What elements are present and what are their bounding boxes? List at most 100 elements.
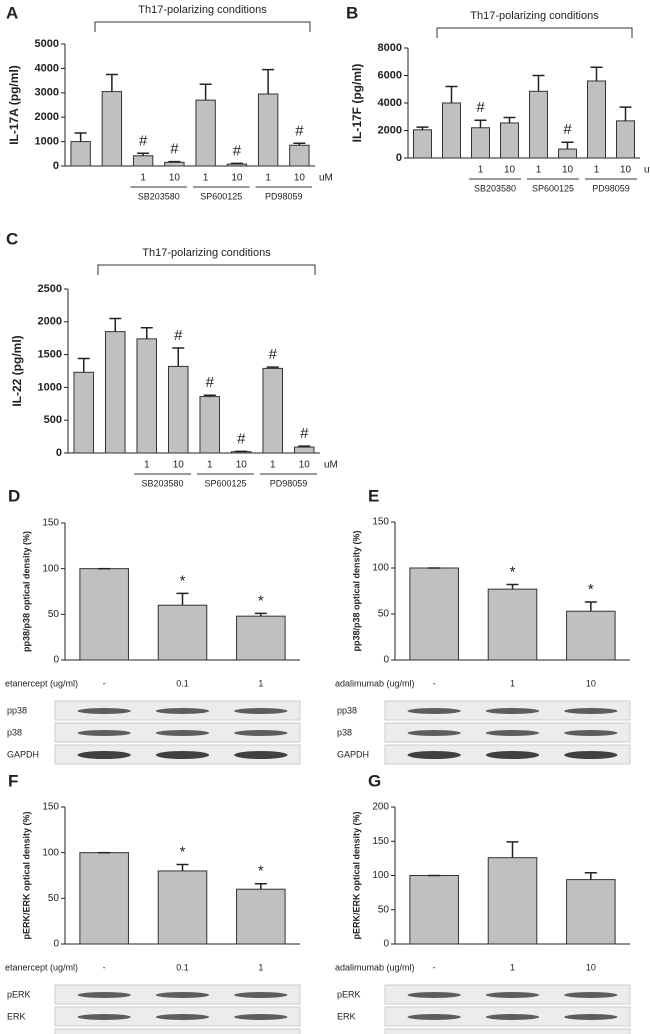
annotation: # <box>237 430 246 447</box>
error-bar <box>140 326 153 339</box>
error-bar <box>199 83 212 101</box>
x-tick-label: 1 <box>510 678 515 688</box>
blot-label: pp38 <box>7 705 27 715</box>
x-tick-label: 1 <box>207 460 213 471</box>
bracket <box>97 264 316 275</box>
blot-band <box>564 1014 618 1020</box>
y-tick-label: 4000 <box>35 62 59 74</box>
bar <box>79 852 129 945</box>
annotation: * <box>588 581 594 598</box>
error-bar <box>474 119 487 128</box>
x-axis-label: etanercept (ug/ml) <box>5 678 78 688</box>
bar <box>487 588 538 661</box>
y-tick-label: 200 <box>372 802 389 813</box>
x-tick-label: 10 <box>562 165 574 176</box>
blot-band <box>407 992 461 998</box>
blot-band <box>485 730 540 736</box>
bar <box>558 148 577 159</box>
annotation: # <box>295 122 304 139</box>
x-tick-label: 10 <box>586 962 596 972</box>
y-tick-label: 150 <box>372 836 389 847</box>
x-tick-label: 1 <box>203 173 209 184</box>
annotation: * <box>258 592 264 609</box>
panel-letter: B <box>346 3 358 22</box>
error-bar <box>561 141 574 150</box>
panel-letter: F <box>8 771 18 790</box>
bar <box>101 91 123 167</box>
error-bar <box>168 160 181 163</box>
blot-band <box>155 1014 210 1020</box>
blot-strip <box>54 1028 301 1034</box>
error-bar <box>506 841 519 858</box>
annotation: # <box>476 99 485 116</box>
blot-label: pERK <box>7 989 31 999</box>
blot-label: p38 <box>7 727 22 737</box>
error-bar <box>254 882 267 890</box>
blot-label: ERK <box>7 1011 26 1021</box>
y-axis-label: pp38/p38 optical density (%) <box>351 530 361 651</box>
blot-band <box>564 751 618 759</box>
y-tick-label: 2000 <box>38 316 62 328</box>
error-bar <box>77 357 90 373</box>
bar <box>79 568 129 661</box>
blot-band <box>407 1014 461 1020</box>
bar <box>409 567 459 661</box>
error-bar <box>590 66 603 81</box>
error-bar <box>109 317 122 332</box>
error-bar <box>503 116 516 123</box>
x-tick-label: - <box>433 678 436 688</box>
x-tick-label: 10 <box>504 165 516 176</box>
annotation: * <box>510 564 516 581</box>
bar <box>587 80 606 159</box>
bracket-title: Th17-polarizing conditions <box>138 4 267 16</box>
blot-band <box>564 708 618 714</box>
bar <box>195 99 216 167</box>
x-axis-label: adalimumab (ug/ml) <box>335 962 415 972</box>
bar <box>157 870 208 945</box>
bracket-title: Th17-polarizing conditions <box>142 247 271 259</box>
bar <box>529 90 548 159</box>
blot-band <box>155 708 210 714</box>
error-bar <box>298 445 311 448</box>
x-tick-label: - <box>103 962 106 972</box>
blot-band <box>77 708 131 714</box>
y-tick-label: 150 <box>42 802 59 813</box>
x-tick-label: 1 <box>536 165 542 176</box>
bracket <box>94 21 311 32</box>
error-bar <box>105 73 118 92</box>
blot-label: pERK <box>337 989 361 999</box>
blot-band <box>485 1014 540 1020</box>
bar <box>471 127 490 159</box>
error-bar <box>293 142 306 146</box>
error-bar <box>230 162 243 165</box>
annotation: # <box>174 327 183 344</box>
error-bar <box>176 592 189 606</box>
error-bar <box>137 152 150 156</box>
blot-band <box>234 1014 288 1020</box>
y-axis-label: IL-17F (pg/ml) <box>350 64 364 143</box>
blot-band <box>564 992 618 998</box>
annotation: # <box>170 141 179 158</box>
x-tick-label: 0.1 <box>176 962 189 972</box>
y-tick-label: 100 <box>42 563 59 574</box>
x-tick-label: 0.1 <box>176 678 189 688</box>
x-axis-label: adalimumab (ug/ml) <box>335 678 415 688</box>
y-tick-label: 0 <box>396 152 402 164</box>
error-bar <box>416 126 429 130</box>
bar <box>500 122 519 159</box>
y-tick-label: 50 <box>378 904 390 915</box>
y-tick-label: 100 <box>372 563 389 574</box>
blot-band <box>234 708 288 714</box>
bar <box>236 888 286 945</box>
error-bar <box>266 366 279 369</box>
error-bar <box>262 68 275 95</box>
blot-band <box>407 751 461 759</box>
bar <box>132 155 154 167</box>
blot-label: GAPDH <box>337 749 369 759</box>
group-label: PD98059 <box>265 191 303 201</box>
bar <box>262 367 284 454</box>
annotation: * <box>180 844 186 861</box>
blot-label: GAPDH <box>7 749 39 759</box>
x-tick-label: 10 <box>620 165 632 176</box>
